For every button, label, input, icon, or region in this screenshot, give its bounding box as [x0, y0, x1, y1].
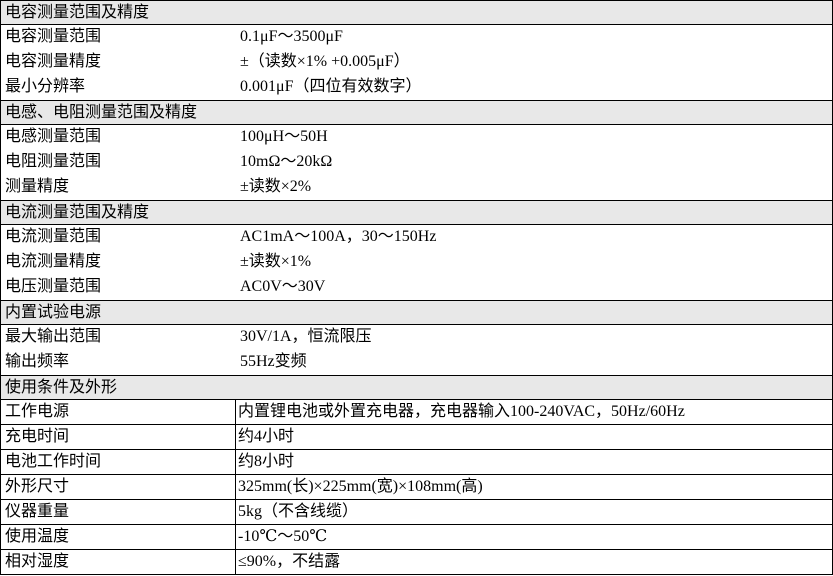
spec-label: 输出频率: [5, 353, 70, 370]
spec-value: ±（读数×1% +0.005μF）: [240, 53, 410, 70]
spec-row: 电压测量范围 AC0V～30V: [0, 275, 833, 300]
spec-label: 使用温度: [5, 528, 70, 545]
spec-value: 0.1μF～3500μF: [240, 28, 343, 45]
spec-value: ≤90%，不结露: [238, 553, 341, 570]
spec-label: 电感测量范围: [5, 128, 102, 145]
spec-row: 电池工作时间 约8小时: [0, 450, 833, 475]
spec-row: 测量精度 ±读数×2%: [0, 175, 833, 200]
spec-row: 电容测量精度 ±（读数×1% +0.005μF）: [0, 50, 833, 75]
spec-row: 充电时间 约4小时: [0, 425, 833, 450]
spec-value: -10℃～50℃: [238, 528, 328, 545]
spec-row: 最小分辨率 0.001μF（四位有效数字）: [0, 75, 833, 100]
spec-value: 100μH～50H: [240, 128, 328, 145]
spec-value: ±读数×1%: [240, 253, 312, 270]
spec-row: 最大输出范围 30V/1A，恒流限压: [0, 325, 833, 350]
section-header: 电感、电阻测量范围及精度: [0, 100, 833, 125]
spec-value: 内置锂电池或外置充电器，充电器输入100-240VAC，50Hz/60Hz: [238, 403, 685, 420]
spec-row: 电容测量范围 0.1μF～3500μF: [0, 25, 833, 50]
spec-row: 电阻测量范围 10mΩ～20kΩ: [0, 150, 833, 175]
spec-label: 外形尺寸: [5, 478, 70, 495]
spec-row: 相对湿度 ≤90%，不结露: [0, 550, 833, 575]
spec-label: 电流测量范围: [5, 228, 102, 245]
spec-value: AC0V～30V: [240, 278, 326, 295]
spec-row: 电感测量范围 100μH～50H: [0, 125, 833, 150]
spec-label: 电流测量精度: [5, 253, 102, 270]
spec-row: 电流测量范围 AC1mA～100A，30～150Hz: [0, 225, 833, 250]
spec-label: 最小分辨率: [5, 78, 86, 95]
spec-row: 输出频率 55Hz变频: [0, 350, 833, 375]
spec-value: 30V/1A，恒流限压: [240, 328, 372, 345]
section-header: 电流测量范围及精度: [0, 200, 833, 225]
spec-row: 使用温度 -10℃～50℃: [0, 525, 833, 550]
spec-row: 工作电源 内置锂电池或外置充电器，充电器输入100-240VAC，50Hz/60H…: [0, 400, 833, 425]
spec-label: 电压测量范围: [5, 278, 102, 295]
spec-value: 5kg（不含线缆）: [238, 503, 359, 520]
section-header: 使用条件及外形: [0, 375, 833, 400]
spec-label: 仪器重量: [5, 503, 70, 520]
spec-row: 电流测量精度 ±读数×1%: [0, 250, 833, 275]
spec-label: 电阻测量范围: [5, 153, 102, 170]
spec-label: 测量精度: [5, 178, 70, 195]
section-header: 内置试验电源: [0, 300, 833, 325]
spec-value: AC1mA～100A，30～150Hz: [240, 228, 437, 245]
spec-label: 电容测量范围: [5, 28, 102, 45]
spec-label: 电容测量精度: [5, 53, 102, 70]
spec-value: ±读数×2%: [240, 178, 312, 195]
spec-value: 325mm(长)×225mm(宽)×108mm(高): [238, 478, 483, 495]
section-header: 电容测量范围及精度: [0, 0, 833, 25]
spec-label: 相对湿度: [5, 553, 70, 570]
spec-row: 仪器重量 5kg（不含线缆）: [0, 500, 833, 525]
spec-label: 电池工作时间: [5, 453, 102, 470]
spec-value: 约4小时: [238, 428, 295, 445]
spec-row: 外形尺寸 325mm(长)×225mm(宽)×108mm(高): [0, 475, 833, 500]
spec-value: 10mΩ～20kΩ: [240, 153, 333, 170]
spec-label: 工作电源: [5, 403, 70, 420]
spec-value: 55Hz变频: [240, 353, 307, 370]
spec-label: 充电时间: [5, 428, 70, 445]
spec-label: 最大输出范围: [5, 328, 102, 345]
spec-value: 0.001μF（四位有效数字）: [240, 78, 422, 95]
spec-value: 约8小时: [238, 453, 295, 470]
